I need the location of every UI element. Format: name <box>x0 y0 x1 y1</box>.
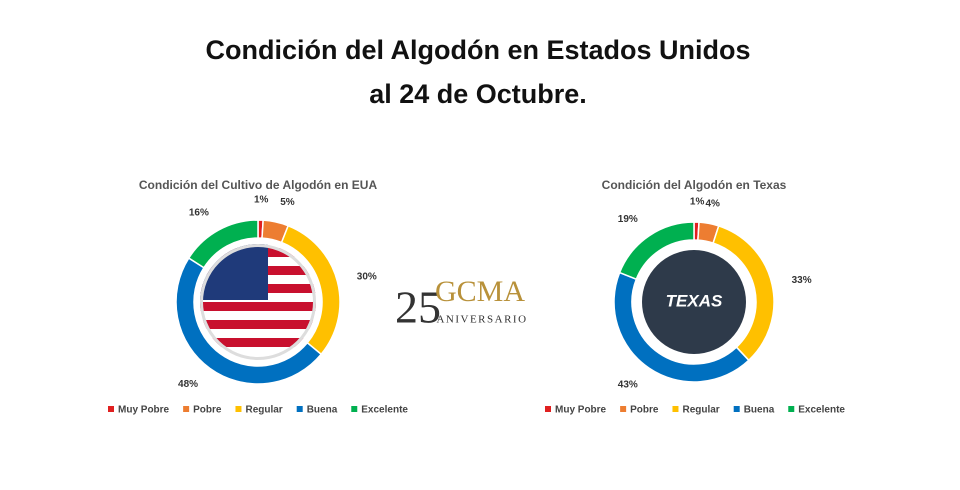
data-label: 5% <box>280 197 295 208</box>
data-label: 4% <box>706 198 721 209</box>
legend-label: Pobre <box>630 405 659 416</box>
chart-title: Condición del Cultivo de Algodón en EUA <box>139 178 378 192</box>
data-label: 19% <box>618 214 638 225</box>
legend-label: Muy Pobre <box>555 405 607 416</box>
legend-label: Buena <box>744 405 775 416</box>
page-title: al 24 de Octubre. <box>369 79 587 109</box>
legend-swatch <box>620 406 627 412</box>
legend-swatch <box>788 406 795 412</box>
flag <box>200 244 316 360</box>
center-label: TEXAS <box>666 291 723 310</box>
legend-label: Excelente <box>798 405 845 416</box>
data-label: 43% <box>618 379 638 390</box>
logo-name: GCMA <box>435 275 525 308</box>
legend-swatch <box>235 406 242 412</box>
legend-label: Regular <box>682 405 719 416</box>
legend-label: Buena <box>307 405 338 416</box>
data-label: 48% <box>178 379 198 390</box>
legend-label: Regular <box>245 405 282 416</box>
chart-title: Condición del Algodón en Texas <box>602 178 787 192</box>
logo-number: 25 <box>395 282 441 333</box>
legend-swatch <box>545 406 551 412</box>
center-disc <box>642 250 746 354</box>
legend-swatch <box>672 406 679 412</box>
legend-label: Muy Pobre <box>118 405 170 416</box>
data-label: 33% <box>792 275 812 286</box>
legend-label: Excelente <box>361 405 408 416</box>
data-label: 30% <box>357 271 377 282</box>
data-label: 1% <box>690 197 705 208</box>
legend-swatch <box>108 406 114 412</box>
legend-swatch <box>183 406 190 412</box>
legend-label: Pobre <box>193 405 222 416</box>
legend-swatch <box>351 406 358 412</box>
donut-segment <box>187 219 259 269</box>
legend-swatch <box>296 406 303 412</box>
page-title: Condición del Algodón en Estados Unidos <box>206 35 751 65</box>
donut-segment <box>618 221 695 281</box>
logo-subtitle: ANIVERSARIO <box>436 314 527 326</box>
data-label: 1% <box>254 195 269 206</box>
legend-swatch <box>733 406 740 412</box>
data-label: 16% <box>189 207 209 218</box>
